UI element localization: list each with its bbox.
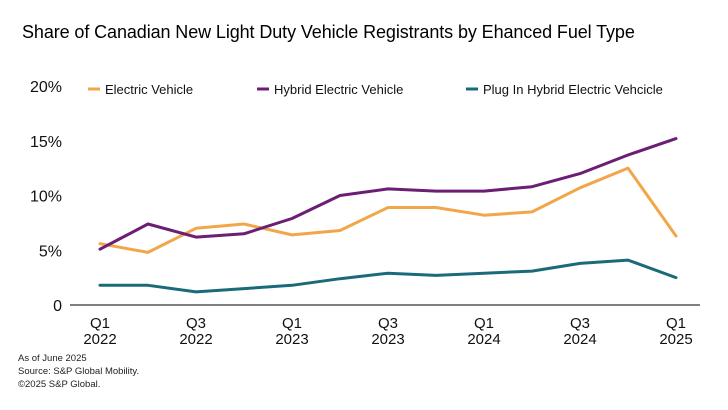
y-tick-label: 5% <box>39 243 62 260</box>
x-tick-label: Q3 2023 <box>371 315 404 348</box>
x-tick-label: Q3 2024 <box>563 315 596 348</box>
legend-label: Electric Vehicle <box>105 82 193 97</box>
series-line-3 <box>98 258 678 294</box>
y-tick-label: 0 <box>53 298 62 315</box>
series-line-2 <box>98 137 678 251</box>
y-tick-label: 20% <box>30 79 62 96</box>
y-tick-label: 10% <box>30 189 62 206</box>
x-tick-label: Q1 2022 <box>83 315 116 348</box>
footnote-source: Source: S&P Global Mobility. <box>18 366 140 377</box>
chart-title: Share of Canadian New Light Duty Vehicle… <box>22 22 635 42</box>
x-tick-label: Q1 2025 <box>659 315 692 348</box>
legend-label: Plug In Hybrid Electric Vehcicle <box>483 82 663 97</box>
footnote-date: As of June 2025 <box>18 353 87 364</box>
legend-label: Hybrid Electric Vehicle <box>274 82 403 97</box>
footnote-copyright: ©2025 S&P Global. <box>18 379 101 390</box>
x-tick-label: Q1 2024 <box>467 315 500 348</box>
x-tick-label: Q3 2022 <box>179 315 212 348</box>
y-tick-label: 15% <box>30 134 62 151</box>
footnotes: As of June 2025 Source: S&P Global Mobil… <box>18 352 139 391</box>
series-line-1 <box>98 166 678 254</box>
x-tick-label: Q1 2023 <box>275 315 308 348</box>
